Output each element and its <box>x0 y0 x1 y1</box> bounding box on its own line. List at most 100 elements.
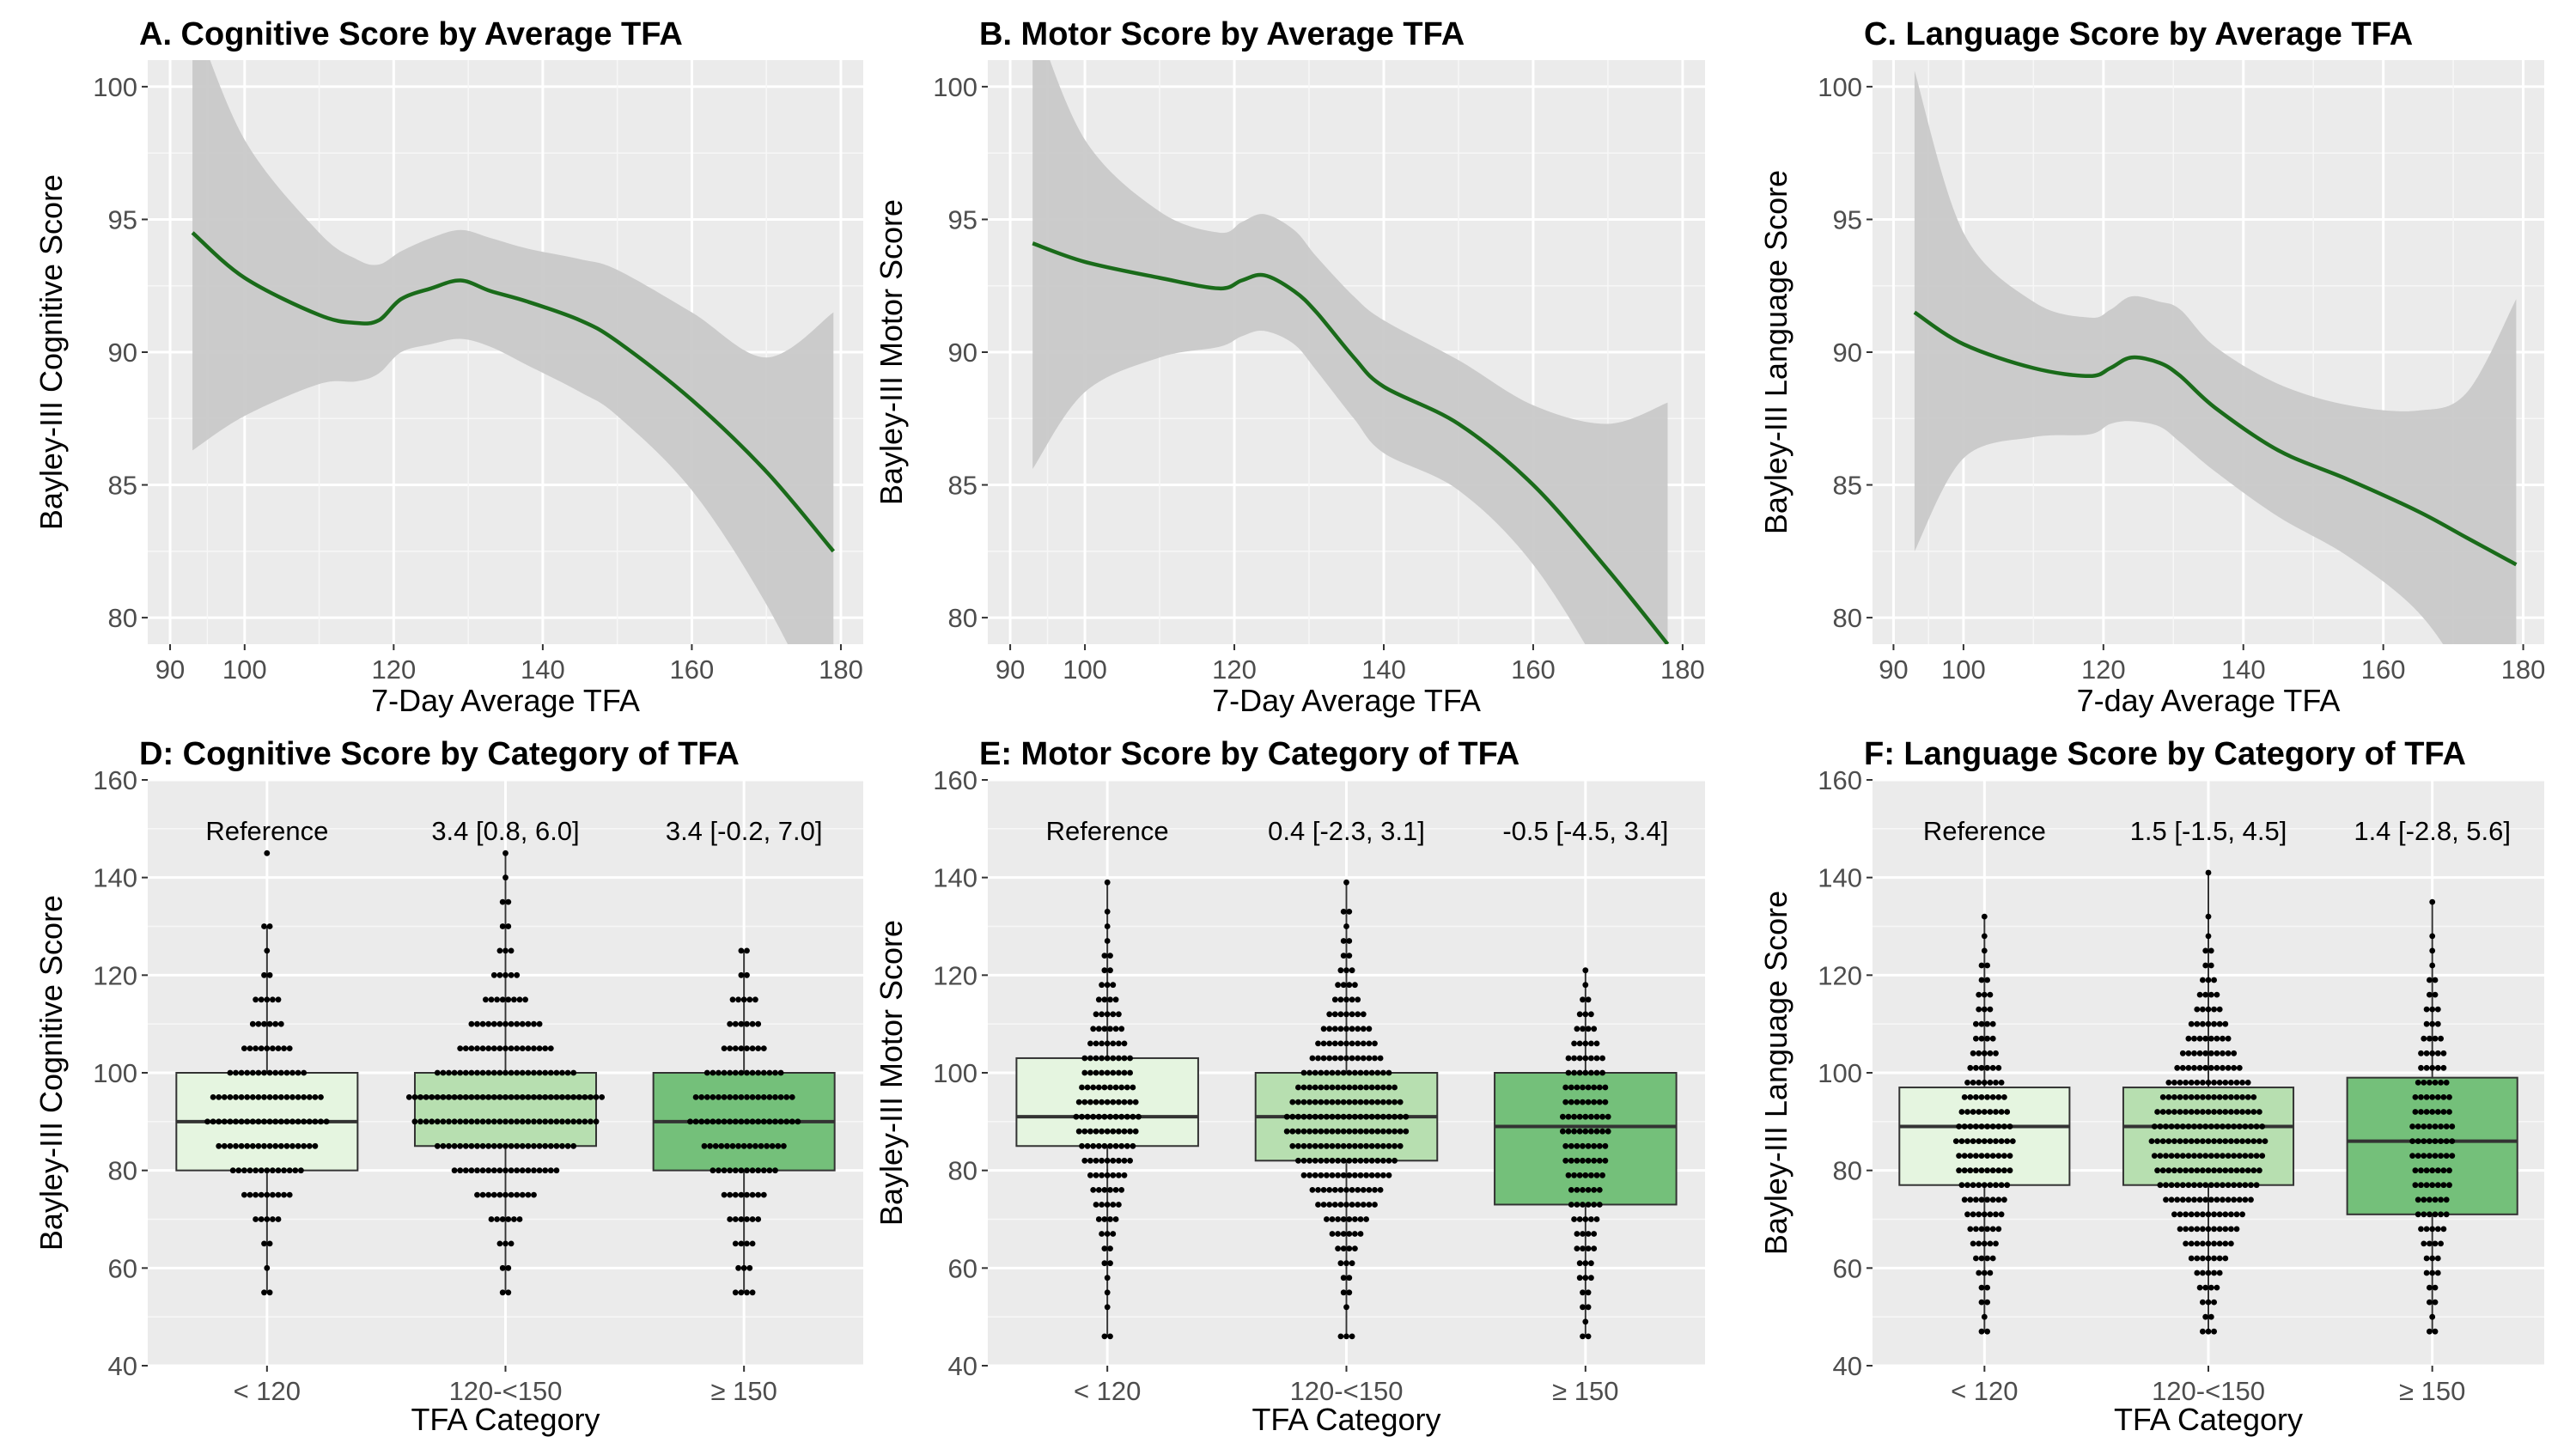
data-point <box>1591 1026 1598 1032</box>
y-tick-label: 100 <box>93 72 137 102</box>
data-point <box>1081 1055 1088 1062</box>
data-point <box>749 1020 756 1027</box>
data-point <box>2233 1094 2240 1100</box>
data-point <box>1596 1099 1603 1105</box>
data-point <box>2248 1196 2254 1203</box>
data-point <box>2214 1035 2220 1042</box>
data-point <box>1380 1069 1386 1076</box>
data-point <box>1295 1099 1301 1105</box>
y-axis-label: Bayley-III Motor Score <box>874 920 909 1226</box>
data-point <box>1104 1099 1111 1105</box>
x-tick-label: 180 <box>2501 654 2546 685</box>
x-tick-label: ≥ 150 <box>1552 1376 1618 1406</box>
data-point <box>1318 1128 1325 1135</box>
data-point <box>1571 1040 1577 1047</box>
data-point <box>270 1167 276 1174</box>
data-point <box>241 1045 247 1051</box>
data-point <box>1565 1113 1572 1120</box>
data-point <box>1112 1026 1119 1032</box>
data-point <box>1978 962 1985 969</box>
data-point <box>2427 1211 2433 1218</box>
data-point <box>446 1094 452 1100</box>
data-point <box>508 1069 515 1076</box>
data-point <box>496 1142 503 1149</box>
data-point <box>1352 1128 1358 1135</box>
data-point <box>253 996 259 1003</box>
data-point <box>2001 1153 2007 1159</box>
data-point <box>514 1191 521 1198</box>
data-point <box>2228 1226 2234 1233</box>
data-point <box>411 1118 418 1125</box>
data-point <box>749 1094 756 1100</box>
data-point <box>496 1069 503 1076</box>
data-point <box>1309 1055 1316 1062</box>
data-point <box>499 1289 506 1296</box>
data-point <box>2220 1035 2226 1042</box>
data-point <box>2194 1094 2201 1100</box>
data-point <box>253 1191 259 1198</box>
data-point <box>502 1069 509 1076</box>
data-point <box>1124 1084 1130 1091</box>
data-point <box>462 1142 469 1149</box>
data-point <box>1110 1099 1117 1105</box>
data-point <box>795 1118 801 1125</box>
data-point <box>1093 1157 1099 1164</box>
data-point <box>1596 1084 1603 1091</box>
data-point <box>485 1045 492 1051</box>
data-point <box>1300 1113 1307 1120</box>
data-point <box>2001 1123 2007 1129</box>
data-point <box>740 1264 747 1271</box>
data-point <box>1107 1187 1113 1193</box>
data-point <box>479 1069 486 1076</box>
data-point <box>496 1240 503 1247</box>
data-point <box>789 1118 795 1125</box>
data-point <box>2409 1153 2416 1159</box>
data-point <box>2409 1123 2416 1129</box>
data-point <box>755 1191 762 1198</box>
data-point <box>1349 1260 1355 1267</box>
data-point <box>2211 1255 2218 1262</box>
data-point <box>457 1167 464 1174</box>
data-point <box>1087 1128 1093 1135</box>
data-point <box>2151 1153 2158 1159</box>
data-point <box>1075 1099 1082 1105</box>
data-point <box>2205 913 2212 920</box>
data-point <box>2211 1138 2218 1144</box>
data-point <box>494 1216 500 1222</box>
data-point <box>1087 1040 1093 1047</box>
data-point <box>2168 1123 2175 1129</box>
data-point <box>281 1191 287 1198</box>
data-point <box>2253 1123 2260 1129</box>
data-point <box>499 1264 506 1271</box>
data-point <box>1987 1269 1994 1276</box>
data-point <box>2216 1269 2223 1276</box>
data-point <box>2239 1094 2246 1100</box>
data-point <box>264 1191 271 1198</box>
data-point <box>2427 1080 2433 1086</box>
data-point <box>1337 1026 1344 1032</box>
data-point <box>2429 1255 2436 1262</box>
data-point <box>479 1191 486 1198</box>
data-point <box>2231 1050 2238 1056</box>
data-point <box>760 1094 767 1100</box>
data-point <box>738 947 745 954</box>
data-point <box>2205 869 2212 876</box>
data-point <box>2214 1284 2220 1291</box>
data-point <box>2440 1109 2447 1115</box>
data-point <box>1357 1084 1364 1091</box>
data-point <box>2171 1138 2177 1144</box>
data-point <box>2248 1153 2254 1159</box>
y-tick-label: 80 <box>1833 1156 1862 1186</box>
data-point <box>2222 1138 2229 1144</box>
data-point <box>709 1069 716 1076</box>
data-point <box>1352 1113 1358 1120</box>
data-point <box>502 1167 509 1174</box>
data-point <box>1596 1202 1603 1208</box>
data-point <box>1093 1040 1099 1047</box>
data-point <box>1346 982 1353 989</box>
data-point <box>446 1142 452 1149</box>
data-point <box>2191 1035 2197 1042</box>
data-point <box>1380 1157 1386 1164</box>
chart-title: B. Motor Score by Average TFA <box>979 16 1465 52</box>
